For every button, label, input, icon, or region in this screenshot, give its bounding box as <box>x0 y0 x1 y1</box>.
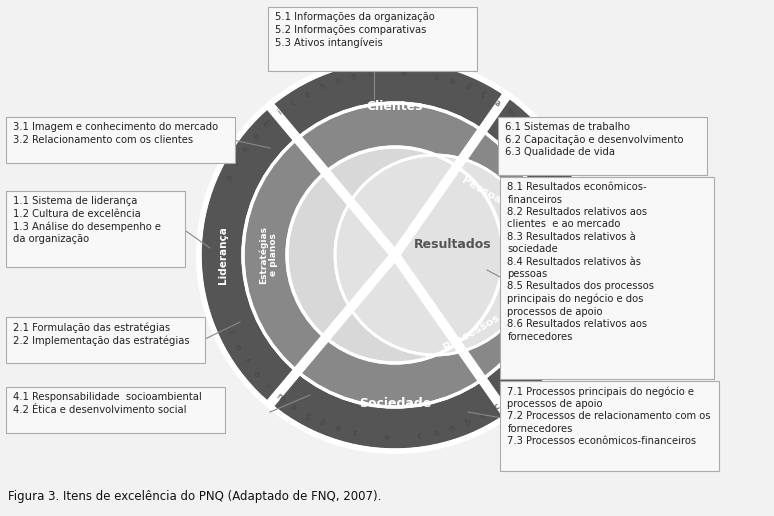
FancyBboxPatch shape <box>501 177 714 379</box>
Text: r: r <box>518 119 527 128</box>
Ellipse shape <box>243 103 547 407</box>
Text: h: h <box>464 418 472 428</box>
Text: t: t <box>549 343 558 351</box>
Text: e: e <box>400 68 406 77</box>
Text: 8.1 Resultados econômicos-
financeiros
8.2 Resultados relativos aos
clientes  e : 8.1 Resultados econômicos- financeiros 8… <box>508 182 655 342</box>
Ellipse shape <box>335 155 535 355</box>
Text: f: f <box>539 145 549 153</box>
Text: o: o <box>224 173 235 182</box>
FancyBboxPatch shape <box>269 7 477 71</box>
Text: c: c <box>417 431 423 441</box>
Text: I: I <box>557 174 566 181</box>
Text: 5.1 Informações da organização
5.2 Informações comparativas
5.3 Ativos intangíve: 5.1 Informações da organização 5.2 Infor… <box>276 12 435 47</box>
Ellipse shape <box>243 103 547 407</box>
FancyBboxPatch shape <box>501 381 718 471</box>
Text: n: n <box>539 356 550 366</box>
Text: h: h <box>318 82 327 92</box>
Text: e: e <box>303 89 312 100</box>
Text: n: n <box>448 424 456 434</box>
Text: o: o <box>251 369 261 379</box>
Text: s: s <box>433 72 440 82</box>
Text: i: i <box>276 108 283 117</box>
FancyBboxPatch shape <box>6 117 235 163</box>
Text: m: m <box>516 380 529 392</box>
Text: e: e <box>478 410 487 421</box>
Text: a: a <box>289 402 298 412</box>
Text: c: c <box>289 98 298 108</box>
Text: t: t <box>232 159 241 167</box>
Text: I: I <box>224 329 234 335</box>
Text: e: e <box>529 369 539 379</box>
Text: Sociedade: Sociedade <box>359 397 431 410</box>
Ellipse shape <box>196 56 594 454</box>
Text: o: o <box>433 428 440 438</box>
Text: n: n <box>548 158 558 168</box>
Text: 7.1 Processos principais do negócio e
processos de apoio
7.2 Processos de relaci: 7.1 Processos principais do negócio e pr… <box>508 386 711 446</box>
Text: Figura 3. Itens de excelência do PNQ (Adaptado de FNQ, 2007).: Figura 3. Itens de excelência do PNQ (Ad… <box>8 490 381 503</box>
Text: o: o <box>351 72 358 82</box>
Ellipse shape <box>200 60 590 450</box>
Text: Resultados: Resultados <box>414 238 491 251</box>
Text: Pessoas: Pessoas <box>460 175 509 209</box>
Text: c: c <box>492 402 502 412</box>
Text: m: m <box>262 118 273 130</box>
Text: o: o <box>556 328 566 336</box>
FancyBboxPatch shape <box>498 117 707 175</box>
Text: a: a <box>492 98 502 108</box>
Ellipse shape <box>287 147 503 363</box>
Text: ç: ç <box>303 411 312 421</box>
Text: Processos: Processos <box>443 312 502 352</box>
Text: Liderança: Liderança <box>218 226 228 284</box>
FancyBboxPatch shape <box>6 317 204 363</box>
Text: 4.1 Responsabilidade  socioambiental
4.2 Ética e desenvolvimento social: 4.1 Responsabilidade socioambiental 4.2 … <box>13 392 202 414</box>
Text: 3.1 Imagem e conhecimento do mercado
3.2 Relacionamento com os clientes: 3.1 Imagem e conhecimento do mercado 3.2… <box>13 122 218 144</box>
Text: 1.1 Sistema de liderança
1.2 Cultura de excelência
1.3 Análise do desempenho e
d: 1.1 Sistema de liderança 1.2 Cultura de … <box>13 196 162 244</box>
Text: f: f <box>241 357 250 365</box>
Text: 6.1 Sistemas de trabalho
6.2 Capacitação e desenvolvimento
6.3 Qualidade de vida: 6.1 Sistemas de trabalho 6.2 Capacitação… <box>505 122 684 157</box>
Text: e: e <box>448 76 456 86</box>
Text: n: n <box>231 343 242 351</box>
Text: Clientes: Clientes <box>367 100 423 114</box>
Text: ç: ç <box>478 89 487 100</box>
Text: n: n <box>334 76 342 86</box>
FancyBboxPatch shape <box>6 191 184 267</box>
Text: m: m <box>504 107 516 119</box>
Text: e: e <box>334 424 342 434</box>
FancyBboxPatch shape <box>6 387 224 433</box>
Text: Estratégias
e planos: Estratégias e planos <box>259 226 278 284</box>
Text: 2.1 Formulação das estratégias
2.2 Implementação das estratégias: 2.1 Formulação das estratégias 2.2 Imple… <box>13 322 190 346</box>
Text: o: o <box>529 131 539 141</box>
Text: õ: õ <box>464 82 472 92</box>
Text: i: i <box>506 393 514 401</box>
Text: r: r <box>263 382 272 391</box>
Text: s: s <box>351 428 357 438</box>
Text: e: e <box>251 131 261 141</box>
Text: m: m <box>274 391 286 404</box>
Text: c: c <box>367 69 373 78</box>
Text: n: n <box>241 144 251 154</box>
Text: õ: õ <box>318 418 327 428</box>
Text: e: e <box>384 433 389 442</box>
